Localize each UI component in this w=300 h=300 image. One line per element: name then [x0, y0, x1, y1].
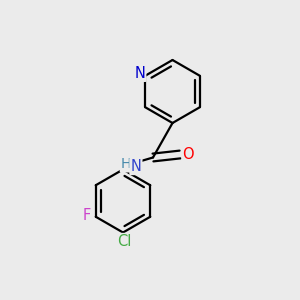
Text: O: O [183, 147, 194, 162]
Text: N: N [134, 66, 145, 81]
Text: Cl: Cl [117, 234, 132, 249]
Text: F: F [82, 208, 91, 223]
Text: H: H [121, 158, 131, 171]
Text: N: N [130, 159, 141, 174]
